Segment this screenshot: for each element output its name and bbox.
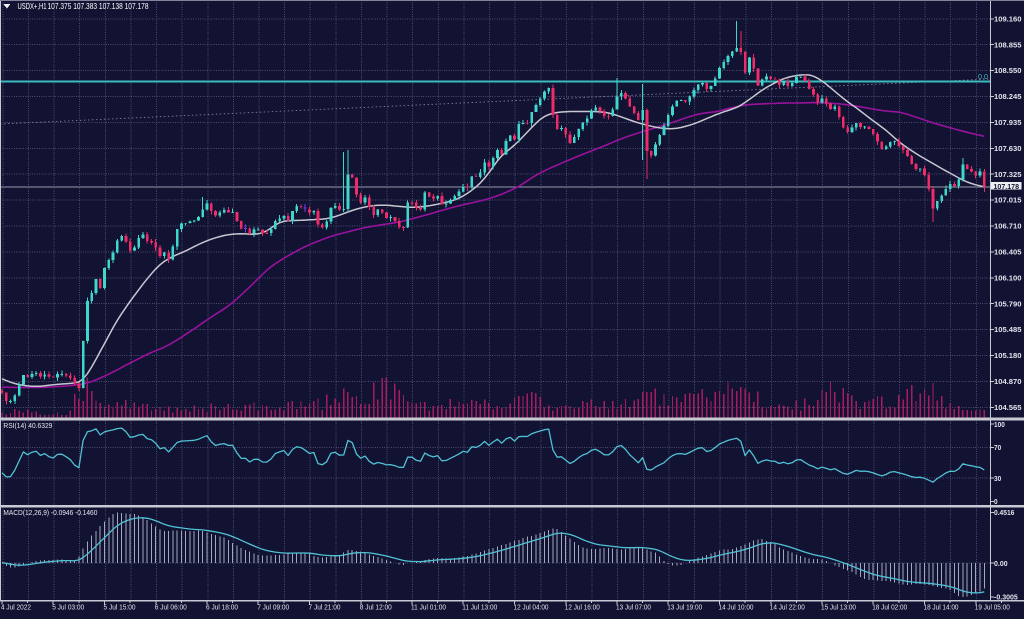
svg-text:7 Jul 09:00: 7 Jul 09:00 xyxy=(257,603,289,612)
svg-text:0.00: 0.00 xyxy=(994,559,1008,568)
svg-text:105.485: 105.485 xyxy=(994,325,1022,334)
svg-text:106.405: 106.405 xyxy=(994,248,1022,257)
svg-text:106.100: 106.100 xyxy=(994,273,1022,282)
svg-text:108.855: 108.855 xyxy=(994,40,1022,49)
svg-text:11 Jul 13:00: 11 Jul 13:00 xyxy=(462,603,497,612)
svg-text:105.790: 105.790 xyxy=(994,299,1022,308)
svg-text:18 Jul 14:00: 18 Jul 14:00 xyxy=(924,603,959,612)
svg-text:107.630: 107.630 xyxy=(994,144,1022,153)
svg-text:30: 30 xyxy=(994,474,1001,483)
svg-text:107.325: 107.325 xyxy=(994,170,1022,179)
svg-text:0: 0 xyxy=(994,497,998,506)
svg-text:12 Jul 04:00: 12 Jul 04:00 xyxy=(514,603,549,612)
svg-text:0.0: 0.0 xyxy=(978,72,988,81)
svg-text:8 Jul 12:00: 8 Jul 12:00 xyxy=(360,603,392,612)
svg-text:104.565: 104.565 xyxy=(994,403,1022,412)
svg-text:13 Jul 07:00: 13 Jul 07:00 xyxy=(616,603,651,612)
svg-text:0.4516: 0.4516 xyxy=(994,508,1014,517)
svg-text:13 Jul 19:00: 13 Jul 19:00 xyxy=(667,603,702,612)
svg-text:RSI(14) 40.6329: RSI(14) 40.6329 xyxy=(3,421,52,430)
svg-text:5 Jul 03:00: 5 Jul 03:00 xyxy=(52,603,84,612)
svg-text:15 Jul 13:00: 15 Jul 13:00 xyxy=(821,603,856,612)
svg-text:4 Jul 2022: 4 Jul 2022 xyxy=(1,603,31,612)
svg-text:109.160: 109.160 xyxy=(994,14,1022,23)
svg-text:104.870: 104.870 xyxy=(994,377,1022,386)
svg-text:108.245: 108.245 xyxy=(994,92,1022,101)
svg-text:5 Jul 15:00: 5 Jul 15:00 xyxy=(104,603,136,612)
svg-text:19 Jul 05:00: 19 Jul 05:00 xyxy=(975,603,1010,612)
svg-text:107.015: 107.015 xyxy=(994,196,1022,205)
svg-text:11 Jul 01:00: 11 Jul 01:00 xyxy=(411,603,446,612)
svg-text:107.178: 107.178 xyxy=(994,182,1020,191)
svg-text:12 Jul 16:00: 12 Jul 16:00 xyxy=(565,603,600,612)
svg-text:108.550: 108.550 xyxy=(994,66,1022,75)
svg-text:-0.3005: -0.3005 xyxy=(994,593,1018,602)
svg-text:MACD(12,26,9) -0.0946 -0.1460: MACD(12,26,9) -0.0946 -0.1460 xyxy=(3,508,97,517)
svg-text:7 Jul 21:00: 7 Jul 21:00 xyxy=(309,603,341,612)
svg-text:USDX+,H1: USDX+,H1 xyxy=(18,2,47,11)
svg-text:105.180: 105.180 xyxy=(994,351,1022,360)
svg-text:100: 100 xyxy=(994,420,1005,429)
svg-text:6 Jul 06:00: 6 Jul 06:00 xyxy=(155,603,187,612)
svg-text:14 Jul 10:00: 14 Jul 10:00 xyxy=(719,603,754,612)
svg-text:107.375 107.383 107.138 107.17: 107.375 107.383 107.138 107.178 xyxy=(48,2,149,11)
svg-text:6 Jul 18:00: 6 Jul 18:00 xyxy=(206,603,238,612)
svg-text:14 Jul 22:00: 14 Jul 22:00 xyxy=(770,603,805,612)
svg-text:70: 70 xyxy=(994,443,1001,452)
svg-text:106.710: 106.710 xyxy=(994,222,1022,231)
svg-text:18 Jul 02:00: 18 Jul 02:00 xyxy=(872,603,907,612)
svg-text:107.935: 107.935 xyxy=(994,118,1022,127)
